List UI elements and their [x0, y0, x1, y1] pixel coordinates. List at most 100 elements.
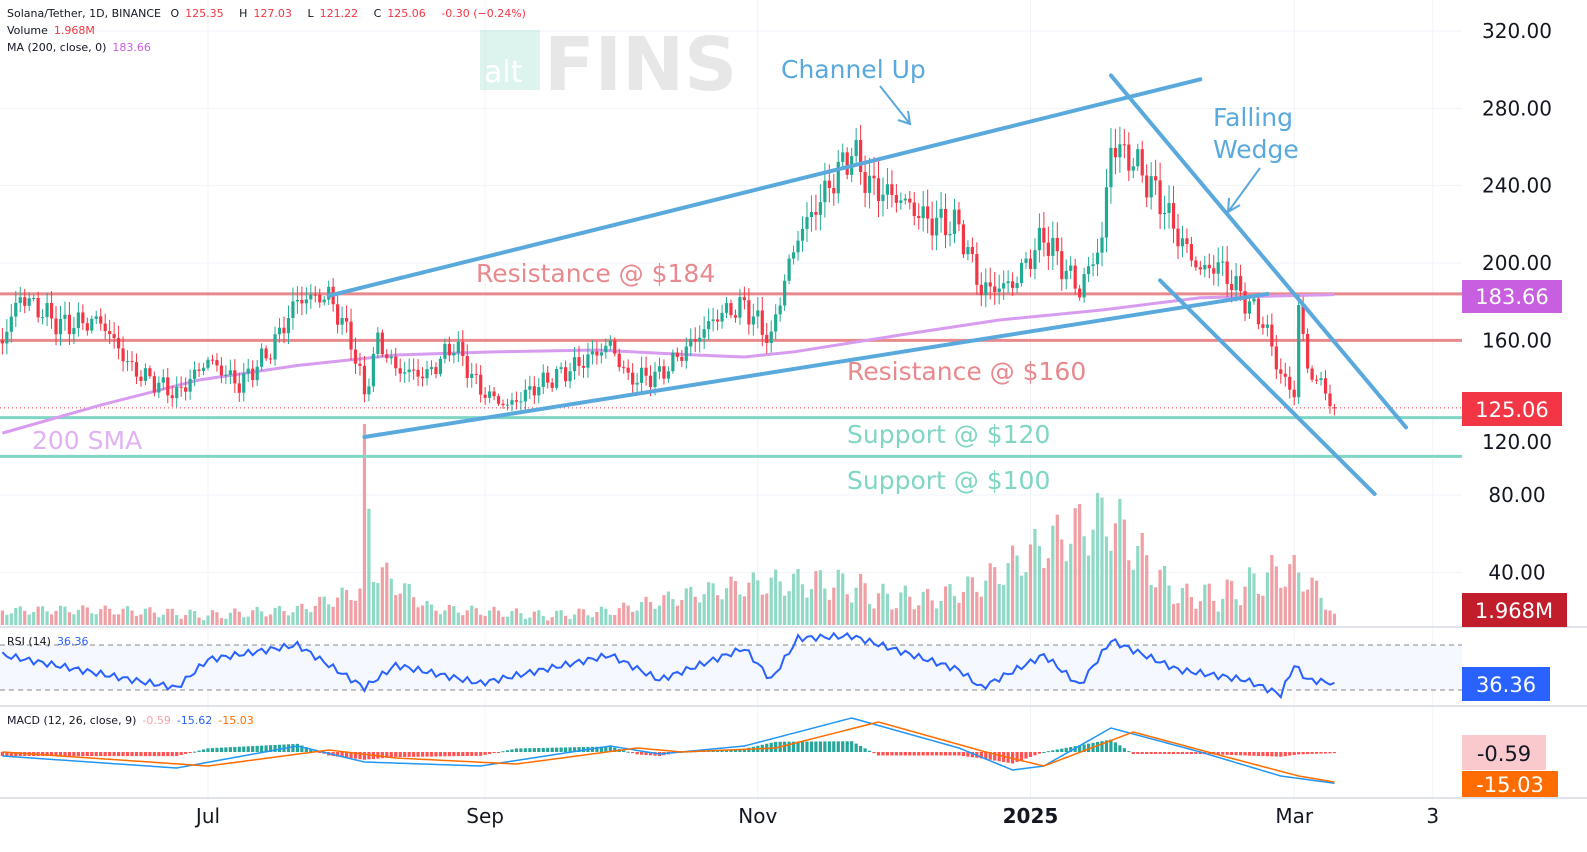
macd-histogram-bar [1082, 744, 1086, 752]
macd-histogram-bar [108, 752, 112, 757]
candle-body [541, 372, 545, 388]
candle-body [961, 224, 966, 255]
candle-body [470, 373, 474, 378]
volume-bar [300, 603, 304, 625]
volume-bar [756, 580, 760, 625]
volume-bar [550, 617, 554, 625]
macd-histogram-bar [273, 744, 277, 752]
volume-bar [859, 573, 863, 625]
macd-histogram-bar [1297, 752, 1301, 755]
volume-bar [653, 608, 657, 625]
volume-bar [1189, 596, 1193, 625]
volume-bar [876, 593, 881, 625]
macd-histogram-bar [1185, 752, 1189, 754]
macd-histogram-bar [1238, 752, 1243, 756]
volume-bar [559, 610, 563, 625]
volume-bar [1319, 597, 1323, 625]
macd-histogram-bar [264, 745, 268, 752]
macd-histogram-bar [461, 752, 465, 757]
volume-bar [273, 607, 277, 625]
candle-body [1033, 250, 1037, 269]
volume-bar [479, 614, 483, 625]
time-tick-label: Jul [194, 804, 220, 828]
volume-bar [921, 591, 925, 625]
candle-body [912, 202, 916, 217]
volume-bar [277, 605, 282, 625]
macd-histogram-bar [926, 752, 930, 756]
volume-bar [412, 597, 416, 625]
volume-bar [344, 590, 349, 625]
volume-bar [657, 605, 662, 625]
macd-histogram-bar [1270, 752, 1274, 757]
volume-bar [398, 593, 402, 625]
macd-histogram-bar [519, 748, 523, 752]
volume-bar [336, 597, 340, 625]
time-tick-label: 3 [1426, 804, 1439, 828]
volume-bar [438, 614, 443, 625]
macd-histogram-bar [1292, 752, 1296, 755]
macd-histogram-bar [447, 752, 451, 757]
candle-body [1127, 144, 1131, 171]
macd-histogram-bar [514, 748, 519, 752]
volume-bar [711, 583, 715, 625]
volume-bar [993, 567, 997, 625]
macd-histogram-bar [309, 748, 313, 752]
candle-body [577, 357, 581, 366]
volume-bar [201, 620, 206, 625]
channel-upper-trendline [326, 77, 1203, 298]
volume-bar [14, 607, 18, 625]
macd-histogram-bar [599, 746, 603, 752]
macd-histogram-bar [550, 747, 554, 752]
volume-bar [1216, 611, 1220, 625]
macd-histogram-bar [1243, 752, 1247, 756]
macd-histogram-bar [1332, 752, 1337, 754]
falling-wedge-arrow [1226, 167, 1261, 214]
candle-body [412, 369, 416, 371]
candle-body [590, 351, 595, 355]
open-label: O [170, 7, 180, 20]
candle-body [425, 369, 429, 379]
support-100-label: Support @ $100 [847, 466, 1050, 495]
candle-body [1100, 237, 1104, 253]
volume-bar [1252, 573, 1256, 625]
volume-bar [885, 593, 890, 625]
candle-body [1162, 212, 1167, 215]
macd-histogram-bar [742, 748, 746, 752]
candle-body [1037, 227, 1042, 251]
macd-histogram-bar [818, 741, 822, 752]
candle-body [760, 310, 764, 335]
candle-body [58, 318, 63, 335]
volume-bar [389, 578, 393, 625]
candle-body [988, 282, 992, 287]
macd-histogram-bar [380, 752, 384, 759]
time-axis[interactable]: Jul Sep Nov 2025 Mar 3 [194, 804, 1439, 828]
macd-histogram-bar [1176, 752, 1180, 754]
candle-body [376, 332, 380, 354]
macd-histogram-bar [568, 747, 572, 752]
volume-bar [90, 613, 94, 625]
macd-histogram-bar [81, 752, 85, 757]
price-axis[interactable]: 320.00 280.00 240.00 200.00 160.00 120.00 80.0… [1482, 19, 1552, 584]
volume-bar [1064, 561, 1068, 625]
volume-bar [492, 606, 496, 625]
macd-histogram-bar [152, 752, 156, 757]
macd-histogram-bar [318, 752, 322, 753]
macd-histogram-bar [1194, 752, 1198, 754]
candle-body [362, 365, 367, 395]
macd-histogram-bar [917, 752, 921, 756]
macd-histogram-bar [805, 741, 809, 752]
candle-body [179, 386, 183, 388]
macd-histogram-bar [157, 752, 161, 757]
macd-histogram-bar [1279, 752, 1283, 757]
candle-body [568, 371, 572, 382]
macd-histogram-bar [505, 750, 510, 752]
macd-histogram-bar [1180, 752, 1185, 754]
macd-histogram-bar [608, 746, 612, 752]
candle-body [1261, 324, 1265, 328]
candles [0, 124, 1337, 416]
candle-body [1042, 227, 1046, 243]
volume-bar [684, 588, 688, 625]
macd-histogram-bar [58, 752, 63, 757]
candle-body [273, 334, 277, 360]
